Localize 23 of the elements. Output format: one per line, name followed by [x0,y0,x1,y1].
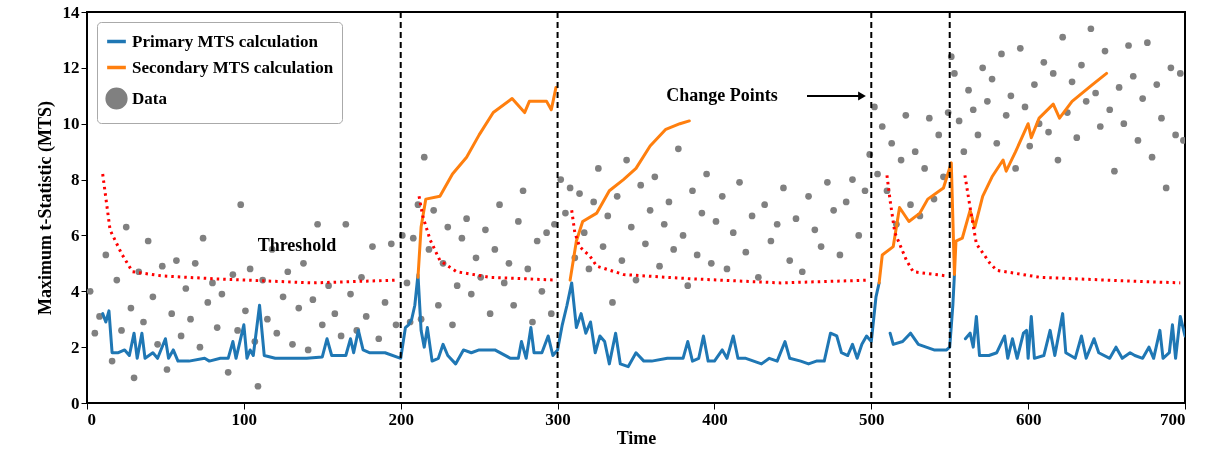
x-tick-label: 700 [1160,409,1186,429]
y-tick-label: 4 [71,281,80,301]
y-tick-label: 12 [62,58,80,78]
x-tick-label: 400 [702,409,728,429]
y-tick-label: 0 [71,393,80,413]
y-tick-label: 14 [62,2,80,22]
legend-label: Secondary MTS calculation [132,57,334,77]
x-tick-label: 0 [87,409,96,429]
x-axis-title: Time [616,427,657,448]
x-tick-label: 500 [859,409,885,429]
x-tick-label: 100 [231,409,258,429]
annotation: Threshold [257,235,337,255]
y-tick-label: 6 [71,225,80,245]
legend-label: Primary MTS calculation [132,31,319,51]
y-tick-label: 8 [71,170,80,190]
y-axis-title: Maximum t-Statistic (MTS) [34,101,56,315]
legend-label: Data [132,88,168,108]
x-tick-label: 200 [388,409,414,429]
annotation: Change Points [666,85,778,105]
y-tick-label: 10 [62,114,80,134]
x-tick-label: 300 [545,409,571,429]
y-tick-label: 2 [71,337,80,357]
x-tick-label: 600 [1015,409,1042,429]
